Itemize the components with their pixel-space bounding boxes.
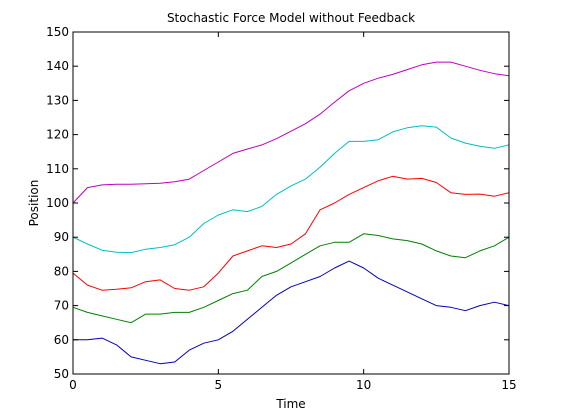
chart-title: Stochastic Force Model without Feedback	[167, 11, 415, 25]
series-layer	[72, 61, 510, 365]
tick-layer: 0 5 10 15 50 60 70 80 90 100 110 120 130 140 150	[46, 25, 517, 392]
y-tick-label: 150	[46, 25, 69, 39]
plot-background	[73, 32, 509, 374]
series-line-4	[72, 233, 510, 324]
x-tick-label: 10	[356, 378, 371, 392]
y-tick-label: 90	[54, 230, 69, 244]
y-tick-label: 50	[54, 367, 69, 381]
y-tick-label: 130	[46, 93, 69, 107]
y-tick-label: 120	[46, 128, 69, 142]
series-line-1	[72, 61, 510, 204]
y-tick-label: 60	[54, 333, 69, 347]
y-tick-label: 140	[46, 59, 69, 73]
series-line-3	[72, 175, 510, 291]
x-axis-label: Time	[275, 397, 305, 411]
x-tick-label: 15	[501, 378, 516, 392]
x-tick-label: 5	[215, 378, 223, 392]
series-line-2	[72, 125, 510, 254]
series-line-5	[73, 260, 510, 365]
y-axis-label: Position	[27, 180, 41, 227]
plot-frame	[72, 31, 510, 375]
x-tick-label: 0	[69, 378, 77, 392]
y-tick-label: 100	[46, 196, 69, 210]
y-tick-label: 110	[46, 162, 69, 176]
y-tick-label: 80	[54, 264, 69, 278]
y-tick-label: 70	[54, 299, 69, 313]
